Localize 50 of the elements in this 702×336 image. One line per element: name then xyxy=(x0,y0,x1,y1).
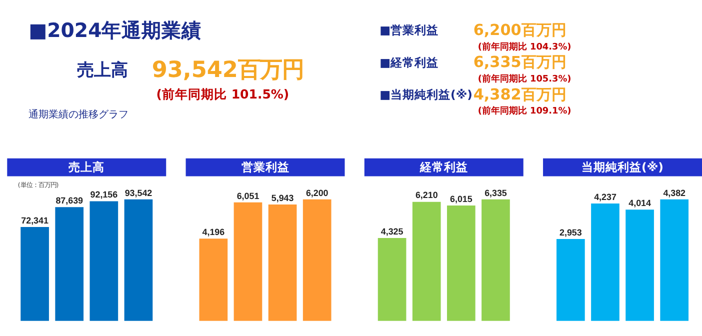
bar xyxy=(412,202,441,321)
bar xyxy=(268,204,297,321)
text: (前年同期比 105.3%) xyxy=(478,74,572,85)
data-label: 6,335 xyxy=(484,188,507,198)
text: (前年同期比 101.5%) xyxy=(156,86,290,102)
text: ■当期純利益(※) xyxy=(380,87,472,102)
text: ■営業利益 xyxy=(380,23,439,38)
bar xyxy=(626,210,654,321)
bar xyxy=(199,238,228,321)
data-label: 5,943 xyxy=(271,192,294,203)
chart-title: 売上高 xyxy=(68,160,105,174)
bar xyxy=(90,201,118,321)
bar xyxy=(446,206,476,321)
text: (前年同期比 104.3%) xyxy=(478,41,572,52)
chart-title: 営業利益 xyxy=(241,160,290,174)
data-label: 93,542 xyxy=(124,188,152,198)
bar xyxy=(482,199,510,321)
text: (前年同期比 109.1%) xyxy=(478,106,572,117)
bar xyxy=(20,226,49,321)
bar xyxy=(55,207,84,321)
bar xyxy=(591,203,620,321)
text: 6,200百万円 xyxy=(473,21,566,40)
data-label: 4,325 xyxy=(380,226,404,236)
bar xyxy=(660,199,689,321)
data-label: 4,382 xyxy=(663,188,686,198)
data-label: 4,237 xyxy=(594,192,616,202)
text: 6,335百万円 xyxy=(473,53,566,72)
bar xyxy=(234,202,262,321)
bar xyxy=(378,238,406,321)
data-label: 4,014 xyxy=(628,198,651,208)
data-label: 4,196 xyxy=(202,227,225,238)
data-label: 6,015 xyxy=(450,194,472,204)
bar xyxy=(302,199,332,321)
bar xyxy=(124,199,153,321)
text: ■2024年通期業績 xyxy=(28,18,202,42)
data-label: 6,051 xyxy=(236,190,260,201)
data-label: 87,639 xyxy=(56,196,84,206)
text: ■経常利益 xyxy=(380,55,439,70)
text: 93,542百万円 xyxy=(152,57,304,84)
bar xyxy=(556,239,585,321)
data-label: 6,200 xyxy=(306,188,328,198)
data-label: 2,953 xyxy=(560,227,582,238)
data-label: 92,156 xyxy=(90,190,118,200)
data-label: 6,210 xyxy=(415,190,438,200)
text: 4,382百万円 xyxy=(473,85,566,104)
chart-title: 当期純利益(※) xyxy=(582,160,664,174)
chart-title: 経常利益 xyxy=(418,160,468,174)
text: 売上高 xyxy=(77,59,128,80)
data-label: 72,341 xyxy=(21,215,48,226)
text: 通期業績の推移グラフ xyxy=(28,108,129,120)
